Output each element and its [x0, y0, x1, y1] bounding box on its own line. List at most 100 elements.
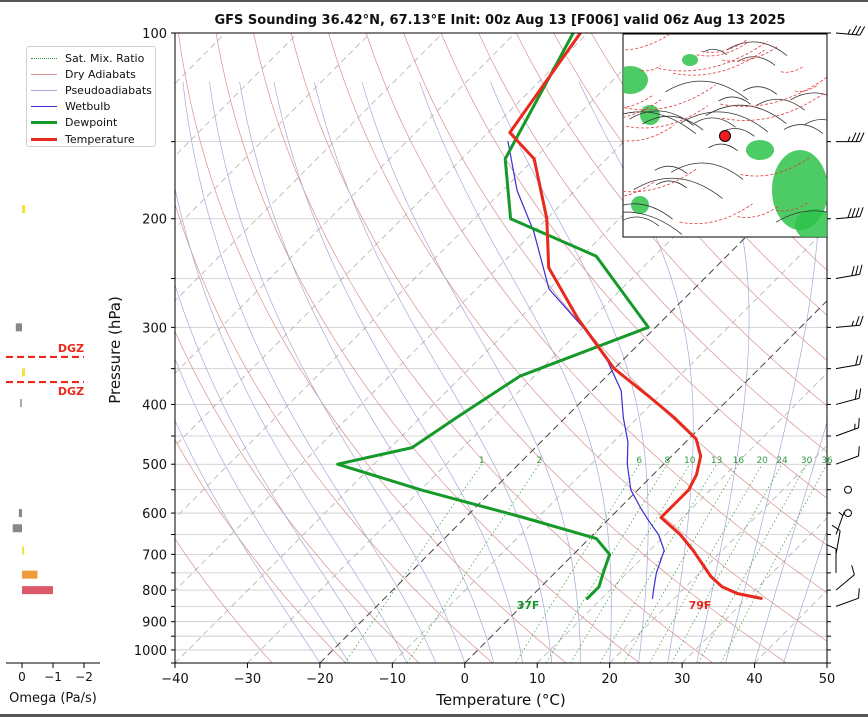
sounding-location-marker — [719, 130, 731, 142]
wind-barb — [836, 132, 865, 143]
map-contour — [705, 104, 787, 124]
mixing-ratio-line — [545, 464, 668, 663]
wind-barb — [835, 511, 845, 535]
wind-barb — [835, 207, 864, 220]
y-tick-label: 100 — [142, 27, 167, 42]
x-axis-label: Temperature (°C) — [435, 691, 565, 709]
legend-label: Wetbulb — [65, 100, 111, 114]
legend-swatch — [31, 89, 57, 91]
y-tick-label: 400 — [142, 398, 167, 413]
mixing-ratio-label: 10 — [684, 456, 696, 466]
barb-half — [847, 29, 851, 35]
precip-area — [631, 196, 649, 214]
barb-full — [826, 544, 837, 550]
map-isotherm — [623, 94, 655, 109]
y-tick-label: 200 — [142, 213, 167, 228]
wind-barb — [831, 524, 841, 555]
map-isotherm — [721, 91, 826, 121]
omega-bar — [22, 570, 38, 579]
omega-panel: DGZ DGZ 0 −1 −2 Omega (Pa/s) — [6, 205, 100, 706]
map-isotherm — [623, 181, 656, 197]
omega-bar — [15, 323, 22, 332]
mixing-ratio-label: 13 — [711, 456, 722, 466]
legend-item-sat-mix-ratio: Sat. Mix. Ratio — [31, 50, 155, 66]
isotherm-line — [826, 662, 827, 663]
mixing-ratio-line — [515, 464, 640, 663]
pseudoadiabat-line — [175, 419, 321, 663]
wind-barb — [835, 25, 866, 36]
inset-map — [622, 33, 828, 238]
barb-full — [851, 132, 857, 142]
pseudoadiabat-line — [209, 81, 466, 663]
map-isotherm — [775, 201, 810, 212]
barb-full — [858, 388, 862, 399]
barb-shaft — [835, 511, 845, 535]
dgz-markers: DGZ DGZ — [6, 342, 84, 398]
omega-bar — [22, 205, 26, 214]
mixing-ratio-label: 16 — [733, 456, 745, 466]
dry-adiabat-line — [175, 439, 346, 663]
y-axis-label: Pressure (hPa) — [106, 296, 124, 404]
mixing-ratio-label: 20 — [756, 456, 768, 466]
mixing-ratio-label: 1 — [479, 456, 485, 466]
dry-adiabat-line — [178, 33, 567, 663]
mixing-ratio-line — [570, 464, 690, 663]
plot-background — [175, 33, 827, 663]
map-contour — [623, 111, 697, 135]
legend-label: Pseudoadiabats — [65, 83, 152, 97]
isotherm-line — [175, 33, 371, 229]
pseudoadiabat-line — [175, 283, 379, 663]
x-tick-label: −20 — [306, 672, 333, 687]
dry-adiabat-line — [515, 33, 827, 407]
pseudoadiabat-line — [273, 81, 524, 663]
map-isotherm — [623, 99, 662, 118]
map-contour — [623, 211, 683, 235]
mixing-ratio-line — [671, 464, 783, 663]
y-tick-label: 1000 — [134, 644, 167, 659]
map-isotherm — [625, 105, 708, 129]
y-tick-label: 900 — [142, 616, 167, 631]
pseudoadiabat-line — [687, 81, 750, 663]
legend-label: Temperature — [65, 132, 135, 146]
dry-adiabat-line — [590, 33, 827, 316]
precip-area — [795, 209, 827, 237]
barb-half — [851, 320, 854, 327]
map-isotherm — [679, 203, 753, 225]
mixing-ratio-line — [406, 464, 540, 663]
barb-full — [831, 524, 841, 532]
window-top-border — [0, 0, 868, 2]
highlight-isotherm-line — [319, 155, 827, 663]
pressure-axis: 100 200 300 400 500 600 700 800 900 1000 — [134, 27, 831, 664]
precip-area — [746, 140, 774, 160]
precip-area — [682, 54, 698, 66]
omega-bars — [12, 205, 53, 595]
calm-wind-circle — [844, 509, 852, 518]
barb-full — [859, 132, 865, 142]
map-contour — [804, 119, 827, 125]
mixing-ratio-line — [720, 464, 827, 663]
barb-full — [855, 207, 860, 218]
temperature-profile-line — [508, 33, 763, 600]
map-contour — [671, 162, 744, 180]
wind-barb — [835, 354, 863, 370]
map-isotherm — [640, 65, 662, 72]
chart-legend: Sat. Mix. Ratio Dry Adiabats Pseudoadiab… — [26, 46, 156, 147]
omega-bar — [18, 509, 22, 518]
x-tick-label: 40 — [746, 672, 763, 687]
pseudoadiabat-line — [419, 81, 612, 663]
isotherm-line — [392, 227, 827, 663]
x-tick-label: 20 — [601, 672, 618, 687]
barb-full — [859, 264, 863, 275]
dry-adiabat-line — [365, 33, 827, 594]
omega-bar — [22, 586, 53, 595]
barb-full — [851, 25, 858, 35]
pseudoadiabat-line — [239, 81, 495, 663]
mixing-ratio-line — [649, 464, 763, 663]
dewpoint-profile-line — [336, 33, 650, 600]
legend-item-dry-adiabats: Dry Adiabats — [31, 66, 155, 82]
omega-bar — [12, 524, 22, 533]
dry-adiabat-line — [440, 33, 827, 499]
mixing-ratio-line — [344, 463, 483, 663]
pseudoadiabat-line — [182, 81, 437, 663]
